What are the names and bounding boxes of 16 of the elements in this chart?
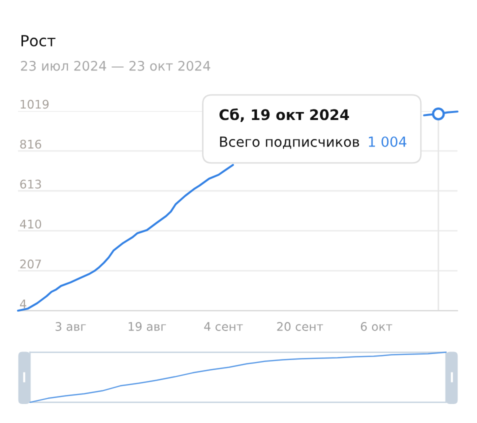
annotation: Сб, 19 окт 2024 xyxy=(219,108,350,122)
chart-subtitle: 23 июл 2024 — 23 окт 2024 xyxy=(20,60,210,71)
y-tick-label: 1019 xyxy=(20,100,49,109)
x-tick-label: 3 авг xyxy=(56,322,86,331)
y-tick-label: 4 xyxy=(20,300,26,308)
y-tick-label: 207 xyxy=(20,260,41,268)
x-tick-label: 4 сент xyxy=(204,322,243,331)
chart-title: Рост xyxy=(22,35,56,46)
x-tick-label: 19 авг xyxy=(128,322,166,331)
y-tick-label: 816 xyxy=(20,140,42,149)
y-tick-label: 410 xyxy=(20,220,42,229)
annotation: Всего подписчиков xyxy=(220,136,360,149)
x-tick-label: 6 окт xyxy=(360,322,392,331)
x-tick-label: 20 сент xyxy=(277,322,324,331)
y-tick-label: 613 xyxy=(20,180,41,189)
annotation: 1 004 xyxy=(368,136,406,147)
